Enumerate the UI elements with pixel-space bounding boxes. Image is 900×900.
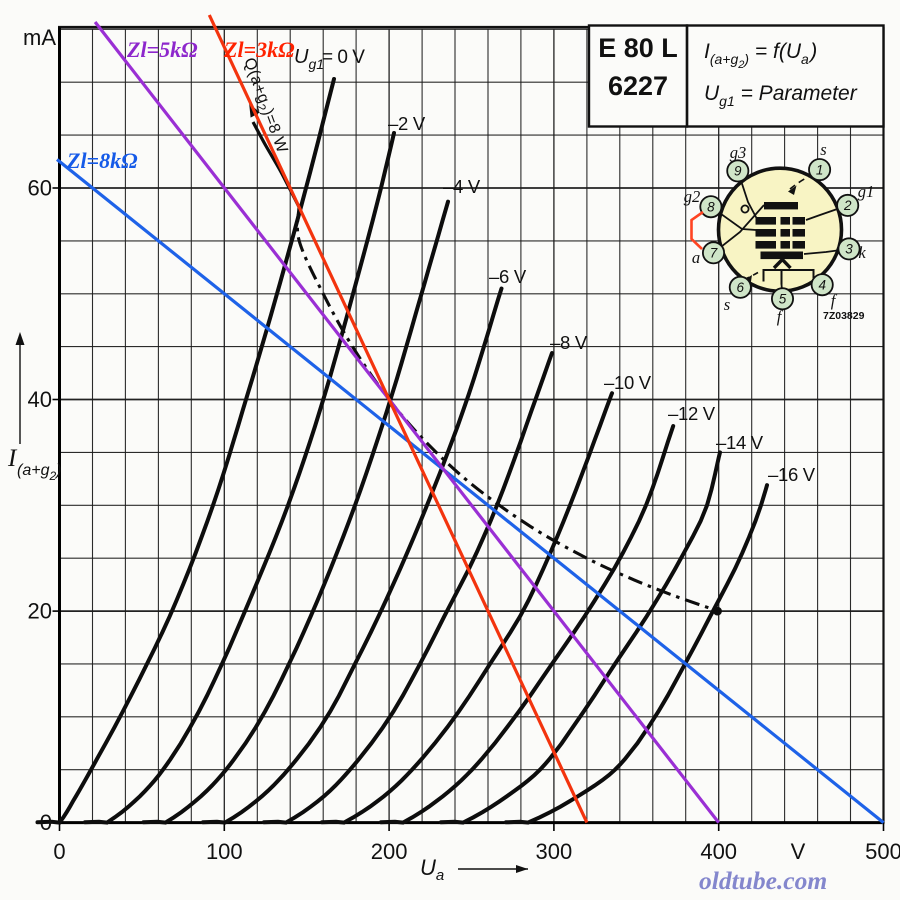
svg-text:g3: g3 xyxy=(730,143,747,162)
svg-text:V: V xyxy=(791,839,806,864)
svg-text:mA: mA xyxy=(23,25,56,50)
svg-text:100: 100 xyxy=(206,839,243,864)
svg-text:= 0 V: = 0 V xyxy=(322,47,365,68)
svg-text:9: 9 xyxy=(734,164,742,179)
svg-text:20: 20 xyxy=(28,599,52,624)
svg-text:7Z03829: 7Z03829 xyxy=(823,310,865,322)
svg-text:2: 2 xyxy=(843,198,852,213)
svg-text:Zl=3kΩ: Zl=3kΩ xyxy=(223,37,295,62)
svg-text:–4 V: –4 V xyxy=(443,176,481,197)
svg-text:40: 40 xyxy=(28,387,52,412)
svg-text:500: 500 xyxy=(865,839,900,864)
svg-text:0: 0 xyxy=(40,810,52,835)
svg-text:6227: 6227 xyxy=(608,71,668,101)
svg-text:1: 1 xyxy=(816,162,824,177)
svg-text:oldtube.com: oldtube.com xyxy=(699,866,827,895)
svg-text:–6 V: –6 V xyxy=(489,266,527,287)
svg-text:–8 V: –8 V xyxy=(550,332,588,353)
svg-text:300: 300 xyxy=(536,839,573,864)
svg-text:6: 6 xyxy=(737,280,745,295)
svg-text:a: a xyxy=(692,248,700,267)
svg-text:200: 200 xyxy=(371,839,408,864)
svg-text:–10 V: –10 V xyxy=(604,372,652,393)
svg-text:–2 V: –2 V xyxy=(388,113,426,134)
svg-text:4: 4 xyxy=(818,278,826,293)
svg-text:g1: g1 xyxy=(858,182,875,201)
svg-text:Ug1 = Parameter: Ug1 = Parameter xyxy=(704,82,858,109)
svg-text:8: 8 xyxy=(707,200,715,215)
svg-text:s: s xyxy=(820,140,826,159)
svg-text:–16 V: –16 V xyxy=(768,464,816,485)
svg-text:I: I xyxy=(7,445,18,472)
svg-text:Zl=8kΩ: Zl=8kΩ xyxy=(66,148,138,173)
svg-text:7: 7 xyxy=(710,246,718,261)
svg-text:E 80 L: E 80 L xyxy=(598,33,678,63)
svg-text:Ug1: Ug1 xyxy=(294,46,324,72)
svg-text:g2: g2 xyxy=(684,187,701,206)
svg-text:k: k xyxy=(858,243,866,262)
svg-text:3: 3 xyxy=(845,242,853,257)
svg-text:–12 V: –12 V xyxy=(668,403,716,424)
svg-text:60: 60 xyxy=(28,176,52,201)
svg-text:f: f xyxy=(831,291,838,310)
svg-text:0: 0 xyxy=(53,839,65,864)
svg-text:–14 V: –14 V xyxy=(716,432,764,453)
svg-text:Ua: Ua xyxy=(420,855,444,884)
svg-text:5: 5 xyxy=(779,292,787,307)
svg-text:s: s xyxy=(724,295,730,314)
svg-text:f: f xyxy=(777,307,784,326)
svg-text:Zl=5kΩ: Zl=5kΩ xyxy=(126,37,198,62)
svg-text:400: 400 xyxy=(700,839,737,864)
svg-text:(a+g2): (a+g2) xyxy=(17,462,61,483)
